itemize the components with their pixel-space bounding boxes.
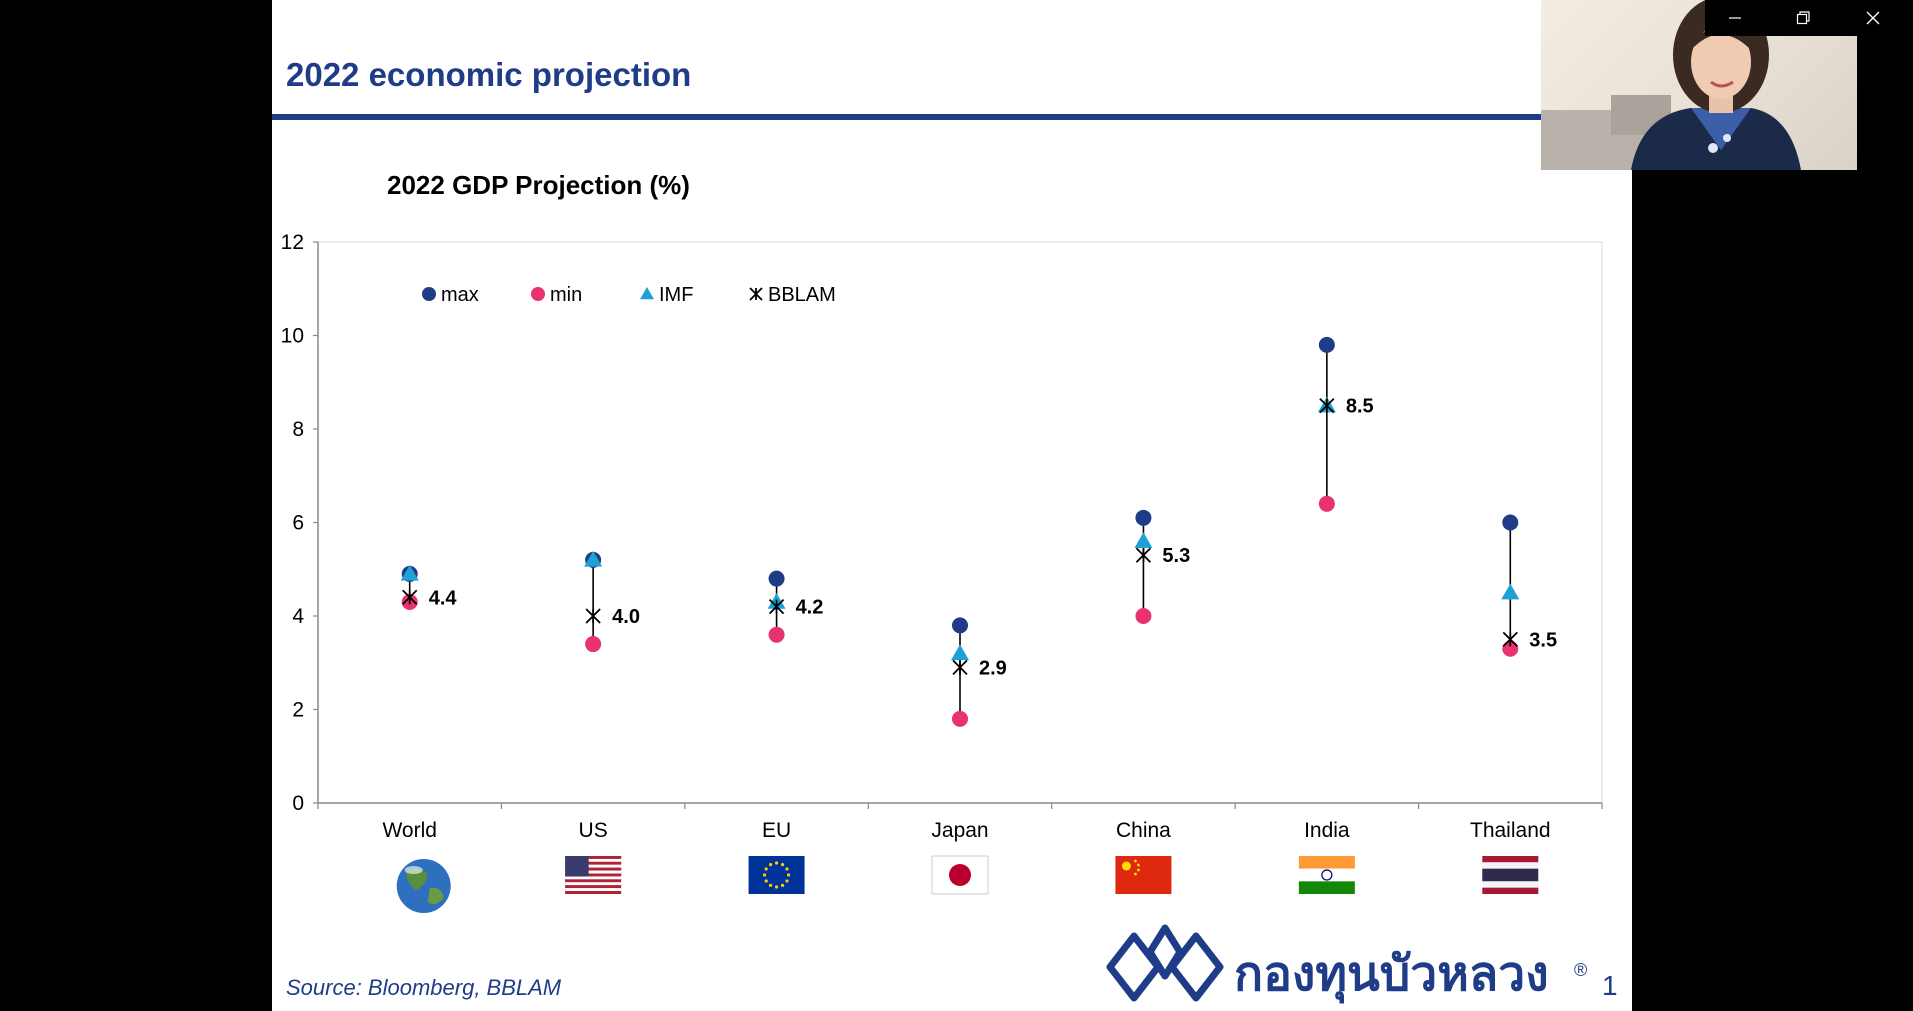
- logo-registered-mark: ®: [1574, 960, 1587, 980]
- source-note: Source: Bloomberg, BBLAM: [286, 975, 562, 1000]
- x-tick-label: EU: [762, 819, 791, 842]
- legend-label: BBLAM: [768, 284, 836, 306]
- legend-marker-imf: [640, 287, 654, 300]
- slide-title: 2022 economic projection: [286, 56, 692, 93]
- y-tick-label: 6: [292, 512, 304, 535]
- lotus-logo-icon: [1106, 924, 1224, 1002]
- imf-point: [951, 644, 969, 661]
- logo-text: กองทุนบัวหลวง: [1234, 946, 1549, 1004]
- bblam-point: [768, 599, 785, 615]
- legend-label: IMF: [659, 284, 693, 306]
- bblam-point: [1319, 397, 1335, 414]
- globe-icon: [396, 859, 451, 913]
- legend-marker-bblam: [749, 287, 763, 301]
- bblam-point: [402, 589, 418, 605]
- y-tick-label: 12: [281, 231, 304, 254]
- imf-point: [400, 564, 419, 581]
- restore-icon: [1796, 11, 1810, 25]
- x-tick-label: World: [382, 819, 436, 842]
- close-button[interactable]: [1843, 0, 1903, 36]
- bblam-point: [585, 608, 601, 624]
- bblam-point: [1135, 547, 1152, 563]
- chart-title: 2022 GDP Projection (%): [387, 170, 690, 200]
- minimize-button[interactable]: [1705, 0, 1765, 36]
- x-tick-label: Japan: [931, 819, 988, 842]
- title-divider: [272, 114, 1632, 120]
- min-point: [1135, 608, 1152, 624]
- close-icon: [1866, 11, 1880, 25]
- x-tick-label: China: [1116, 819, 1171, 842]
- bblam-data-label: 5.3: [1162, 545, 1190, 567]
- imf-point: [1134, 532, 1153, 548]
- presentation-slide: 2022 economic projection 2022 GDP Projec…: [272, 0, 1632, 1011]
- min-point: [1502, 640, 1519, 657]
- india-flag-icon: [1298, 856, 1355, 894]
- y-tick-label: 10: [281, 325, 304, 348]
- restore-button[interactable]: [1773, 0, 1833, 36]
- y-tick-label: 4: [292, 605, 304, 628]
- x-tick-label: Thailand: [1470, 819, 1551, 842]
- y-tick-label: 2: [292, 699, 304, 722]
- min-point: [585, 636, 602, 653]
- max-point: [1135, 509, 1152, 526]
- max-point: [768, 570, 785, 587]
- eu-flag-icon: [748, 856, 805, 894]
- x-tick-label: India: [1304, 819, 1350, 842]
- bblam-point: [952, 659, 968, 676]
- bblam-data-label: 4.4: [429, 587, 458, 609]
- bblam-data-label: 4.0: [612, 606, 640, 628]
- x-tick-label: US: [579, 819, 608, 842]
- legend-label: max: [441, 284, 479, 306]
- page-number: 1: [1602, 970, 1618, 1001]
- y-tick-label: 0: [292, 792, 304, 815]
- bblam-point: [1502, 631, 1518, 648]
- japan-flag-icon: [931, 855, 989, 895]
- china-flag-icon: [1115, 856, 1172, 894]
- bblam-data-label: 2.9: [979, 657, 1007, 679]
- minimize-icon: [1729, 17, 1741, 19]
- y-tick-label: 8: [292, 418, 304, 441]
- legend-marker-min: [531, 287, 545, 301]
- min-point: [768, 626, 785, 643]
- legend-label: min: [550, 284, 582, 306]
- bblam-data-label: 4.2: [796, 597, 824, 619]
- chart-legend: max min IMF BBLAM: [422, 284, 836, 306]
- bblam-logo: กองทุนบัวหลวง ®: [1106, 924, 1587, 1004]
- min-point: [1318, 495, 1335, 512]
- us-flag-icon: [565, 856, 622, 894]
- bblam-data-label: 3.5: [1529, 629, 1557, 651]
- thailand-flag-icon: [1482, 856, 1539, 894]
- max-point: [1318, 336, 1335, 353]
- imf-point: [1501, 583, 1520, 600]
- max-point: [952, 617, 968, 634]
- min-point: [952, 710, 968, 727]
- bblam-data-label: 8.5: [1346, 396, 1374, 418]
- imf-point: [584, 550, 603, 567]
- window-controls: [1705, 0, 1913, 36]
- gdp-chart: 2022 GDP Projection (%) 0 2 4 6 8 10 12 4.4 4.0…: [281, 170, 1603, 1004]
- legend-marker-max: [422, 287, 436, 301]
- max-point: [1502, 514, 1519, 531]
